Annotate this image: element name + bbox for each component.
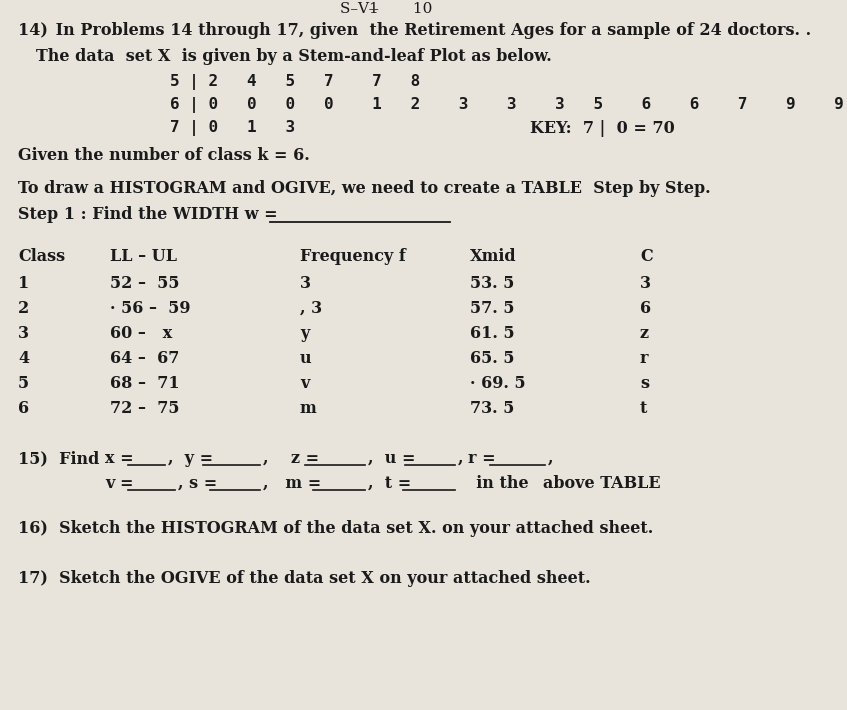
Text: y: y <box>300 325 309 342</box>
Text: 57. 5: 57. 5 <box>470 300 514 317</box>
Text: Class: Class <box>18 248 65 265</box>
Text: ,  u =: , u = <box>368 450 416 467</box>
Text: · 69. 5: · 69. 5 <box>470 375 526 392</box>
Text: 68 –  71: 68 – 71 <box>110 375 180 392</box>
Text: m: m <box>300 400 317 417</box>
Text: 73. 5: 73. 5 <box>470 400 514 417</box>
Text: 3: 3 <box>18 325 29 342</box>
Text: 6: 6 <box>640 300 651 317</box>
Text: 61. 5: 61. 5 <box>470 325 515 342</box>
Text: 6 | 0   0   0   0    1   2    3    3    3   5    6    6    7    9    9: 6 | 0 0 0 0 1 2 3 3 3 5 6 6 7 9 9 <box>170 97 844 113</box>
Text: 60 –   x: 60 – x <box>110 325 172 342</box>
Text: KEY:  7 |  0 = 70: KEY: 7 | 0 = 70 <box>530 120 675 137</box>
Text: 7 | 0   1   3: 7 | 0 1 3 <box>170 120 295 136</box>
Text: above TABLE: above TABLE <box>543 475 661 492</box>
Text: x =: x = <box>105 450 134 467</box>
Text: Step 1 : Find the WIDTH w =: Step 1 : Find the WIDTH w = <box>18 206 283 223</box>
Text: t: t <box>640 400 647 417</box>
Text: 65. 5: 65. 5 <box>470 350 514 367</box>
Text: r: r <box>640 350 649 367</box>
Text: 72 –  75: 72 – 75 <box>110 400 180 417</box>
Text: ,  y =: , y = <box>168 450 213 467</box>
Text: 1: 1 <box>18 275 30 292</box>
Text: ,: , <box>458 450 463 467</box>
Text: s: s <box>640 375 649 392</box>
Text: 3: 3 <box>640 275 651 292</box>
Text: v: v <box>300 375 309 392</box>
Text: S–V1̶̶̶̶̶̶       10: S–V1̶̶̶̶̶̶ 10 <box>340 2 432 16</box>
Text: In Problems 14 through 17, given  the Retirement Ages for a sample of 24 doctors: In Problems 14 through 17, given the Ret… <box>50 22 811 39</box>
Text: ,  t =: , t = <box>368 475 412 492</box>
Text: v =: v = <box>105 475 134 492</box>
Text: C: C <box>640 248 653 265</box>
Text: The data  set X  is given by a Stem-and-leaf Plot as below.: The data set X is given by a Stem-and-le… <box>36 48 551 65</box>
Text: 15)  Find: 15) Find <box>18 450 99 467</box>
Text: 53. 5: 53. 5 <box>470 275 514 292</box>
Text: 5: 5 <box>18 375 29 392</box>
Text: in the: in the <box>465 475 529 492</box>
Text: u: u <box>300 350 312 367</box>
Text: To draw a HISTOGRAM and OGIVE, we need to create a TABLE  Step by Step.: To draw a HISTOGRAM and OGIVE, we need t… <box>18 180 711 197</box>
Text: , s =: , s = <box>178 475 217 492</box>
Text: · 56 –  59: · 56 – 59 <box>110 300 191 317</box>
Text: 52 –  55: 52 – 55 <box>110 275 180 292</box>
Text: Xmid: Xmid <box>470 248 517 265</box>
Text: 4: 4 <box>18 350 29 367</box>
Text: 2: 2 <box>18 300 30 317</box>
Text: Frequency f: Frequency f <box>300 248 406 265</box>
Text: 14): 14) <box>18 22 48 39</box>
Text: r =: r = <box>468 450 495 467</box>
Text: 64 –  67: 64 – 67 <box>110 350 180 367</box>
Text: 5 | 2   4   5   7    7   8: 5 | 2 4 5 7 7 8 <box>170 74 420 90</box>
Text: ,: , <box>548 450 553 467</box>
Text: ,   m =: , m = <box>263 475 321 492</box>
Text: Given the number of class k = 6.: Given the number of class k = 6. <box>18 147 310 164</box>
Text: 17)  Sketch the OGIVE of the data set X on your attached sheet.: 17) Sketch the OGIVE of the data set X o… <box>18 570 590 587</box>
Text: 16)  Sketch the HISTOGRAM of the data set X. on your attached sheet.: 16) Sketch the HISTOGRAM of the data set… <box>18 520 653 537</box>
Text: , 3: , 3 <box>300 300 322 317</box>
Text: ,    z =: , z = <box>263 450 319 467</box>
Text: 6: 6 <box>18 400 29 417</box>
Text: z: z <box>640 325 649 342</box>
Text: LL – UL: LL – UL <box>110 248 177 265</box>
Text: 3: 3 <box>300 275 311 292</box>
